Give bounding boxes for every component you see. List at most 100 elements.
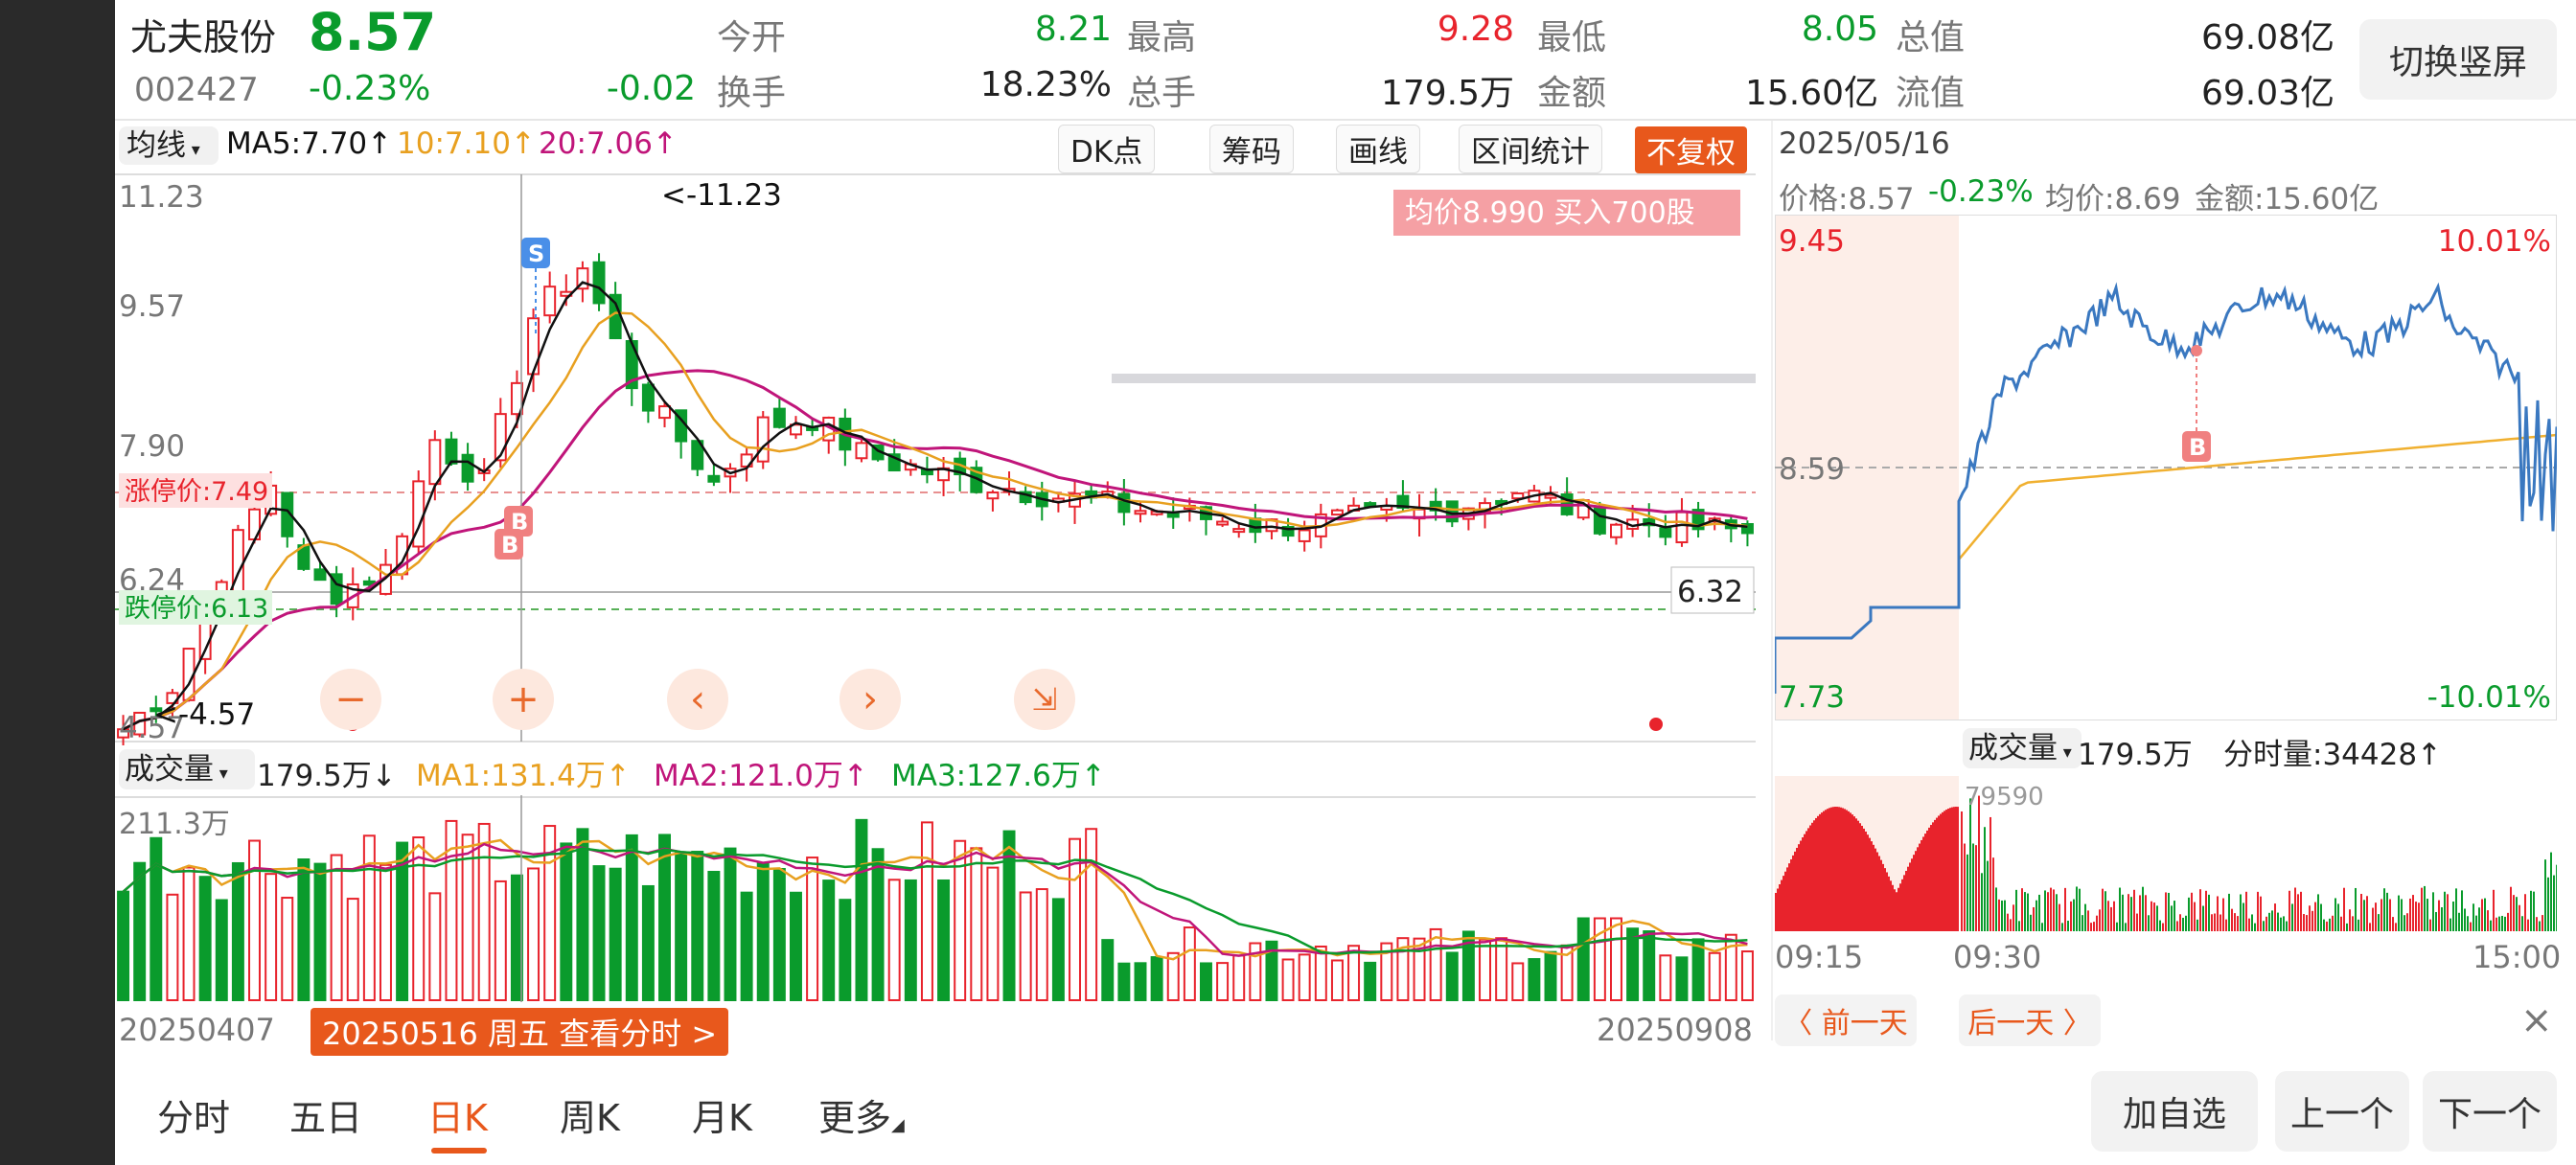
next-day-button[interactable]: 后一天 〉 — [1959, 994, 2101, 1046]
previous-stock-button[interactable]: 上一个 — [2275, 1071, 2409, 1152]
intraday-y-bottom: 7.73 — [1779, 680, 1845, 715]
change-percent: -0.23% — [309, 69, 431, 108]
vol-max-label: 211.3万 — [119, 808, 230, 841]
change-value: -0.02 — [606, 69, 696, 108]
buy-marker-2-label: B — [501, 532, 518, 559]
intraday-y-top: 9.45 — [1779, 224, 1845, 259]
y-label-1: 11.23 — [119, 180, 204, 215]
chips-tool[interactable]: 筹码 — [1209, 125, 1294, 173]
limit-up-tag — [119, 473, 272, 508]
cursor-date-button[interactable]: 20250516 周五 查看分时 > — [310, 1008, 729, 1056]
range-stats-tool[interactable]: 区间统计 — [1459, 125, 1602, 173]
header-divider — [115, 119, 2576, 121]
intraday-volume-value: 179.5万 — [2078, 738, 2193, 772]
intraday-pct-top: 10.01% — [2438, 224, 2551, 259]
total-mv-value: 69.08亿 — [2200, 18, 2334, 57]
minute-volume: 分时量:34428↑ — [2223, 738, 2443, 772]
tab-five-day[interactable]: 五日 — [289, 1097, 363, 1139]
prev-day-button[interactable]: 〈 前一天 — [1775, 994, 1917, 1046]
switch-portrait-button[interactable]: 切换竖屏 — [2359, 19, 2557, 100]
next-stock-button[interactable]: 下一个 — [2423, 1071, 2557, 1152]
min-price-marker: <-4.57 — [153, 697, 255, 732]
sell-marker[interactable] — [521, 238, 550, 268]
vol-ma2-line — [122, 842, 1748, 957]
y-label-3: 7.90 — [119, 429, 185, 464]
time-close: 15:00 — [2472, 939, 2562, 975]
zoom-in-button[interactable]: + — [493, 669, 554, 730]
event-dot-2[interactable] — [1649, 718, 1663, 731]
stock-name: 尤夫股份 — [130, 16, 277, 58]
intraday-avg-line — [1958, 433, 2557, 560]
current-price: 8.57 — [309, 2, 437, 62]
amount-value: 15.60亿 — [1744, 74, 1878, 113]
turnover-value: 18.23% — [979, 65, 1112, 104]
volume-label: 总手 — [1127, 74, 1197, 113]
scroll-right-button[interactable]: › — [840, 669, 901, 730]
zoom-out-button[interactable]: − — [320, 669, 381, 730]
kline-chart[interactable]: 11.23 9.57 7.90 6.24 4.57 <-11.23 <-4.57… — [115, 172, 1756, 745]
avg-buy-text: 均价8.990 买入700股 — [1405, 196, 1695, 230]
intraday-buy-marker[interactable] — [2182, 431, 2211, 462]
left-system-bar — [0, 0, 115, 1165]
volume-value: 179.5万 — [1380, 74, 1514, 113]
intraday-vol-max: 79590 — [1965, 783, 2044, 811]
float-mv-value: 69.03亿 — [2200, 74, 2334, 113]
close-icon[interactable]: × — [2520, 998, 2553, 1042]
intraday-pct: -0.23% — [1928, 174, 2034, 209]
kline-end-date: 20250908 — [1597, 1012, 1753, 1048]
intraday-amount: 金额:15.60亿 — [2195, 182, 2380, 217]
add-watchlist-button[interactable]: 加自选 — [2091, 1071, 2258, 1152]
y-label-2: 9.57 — [119, 289, 185, 324]
kline-start-date: 20250407 — [119, 1012, 275, 1048]
tab-monthly-k[interactable]: 月K — [692, 1097, 752, 1139]
cursor-price: 6.32 — [1677, 575, 1743, 609]
intraday-price-line — [1775, 282, 2557, 694]
scroll-left-button[interactable]: ‹ — [667, 669, 728, 730]
intraday-pct-bottom: -10.01% — [2427, 680, 2551, 715]
time-open: 09:30 — [1953, 939, 2042, 975]
volume-value: 179.5万↓ — [257, 759, 397, 793]
ma20-value: 20:7.06↑ — [539, 126, 678, 161]
intraday-volume-chart[interactable]: 79590 — [1775, 774, 2557, 931]
volume-selector[interactable]: 成交量 ▾ — [119, 749, 255, 789]
ma10-line — [123, 311, 1748, 731]
float-mv-label: 流值 — [1896, 74, 1966, 113]
turnover-label: 换手 — [717, 74, 787, 113]
intraday-chart[interactable]: 9.45 8.59 7.73 10.01% -10.01% B — [1775, 215, 2557, 720]
vol-ma1: MA1:131.4万↑ — [416, 759, 631, 793]
time-start: 09:15 — [1775, 939, 1864, 975]
open-label: 今开 — [717, 18, 787, 57]
intraday-y-mid: 8.59 — [1779, 452, 1845, 487]
avg-buy-banner — [1393, 190, 1740, 236]
vol-ma3-line — [122, 847, 1748, 955]
tab-weekly-k[interactable]: 周K — [560, 1097, 620, 1139]
high-value: 9.28 — [1437, 10, 1514, 49]
amount-label: 金额 — [1537, 74, 1607, 113]
intraday-volume-selector[interactable]: 成交量 ▾ — [1963, 728, 2082, 768]
intraday-avg: 均价:8.69 — [2045, 182, 2181, 217]
dk-point-tool[interactable]: DK点 — [1058, 125, 1156, 173]
sell-marker-label: S — [528, 240, 544, 267]
y-label-5: 4.57 — [119, 711, 185, 745]
ma-selector[interactable]: 均线 ▾ — [119, 126, 218, 165]
fullscreen-toggle-button[interactable]: ⇲ — [1014, 669, 1075, 730]
vol-ma2: MA2:121.0万↑ — [654, 759, 868, 793]
vol-ma3: MA3:127.6万↑ — [891, 759, 1106, 793]
open-value: 8.21 — [1034, 10, 1112, 49]
volume-chart[interactable]: 211.3万 — [115, 795, 1756, 1002]
max-price-marker: <-11.23 — [661, 178, 782, 213]
tab-more[interactable]: 更多◢ — [818, 1097, 905, 1139]
stock-code: 002427 — [134, 71, 259, 109]
high-label: 最高 — [1127, 18, 1197, 57]
total-mv-label: 总值 — [1896, 18, 1966, 57]
limit-down-label: 跌停价:6.13 — [125, 594, 268, 624]
intraday-buy-label: B — [2189, 434, 2206, 461]
draw-line-tool[interactable]: 画线 — [1336, 125, 1420, 173]
tab-intraday[interactable]: 分时 — [157, 1097, 231, 1139]
limit-up-label: 涨停价:7.49 — [125, 477, 268, 507]
no-adjust-button[interactable]: 不复权 — [1635, 126, 1747, 173]
resistance-band — [1112, 374, 1756, 383]
buy-marker-2[interactable] — [494, 529, 523, 560]
limit-down-tag — [119, 590, 272, 625]
tab-daily-k[interactable]: 日K — [427, 1097, 488, 1139]
